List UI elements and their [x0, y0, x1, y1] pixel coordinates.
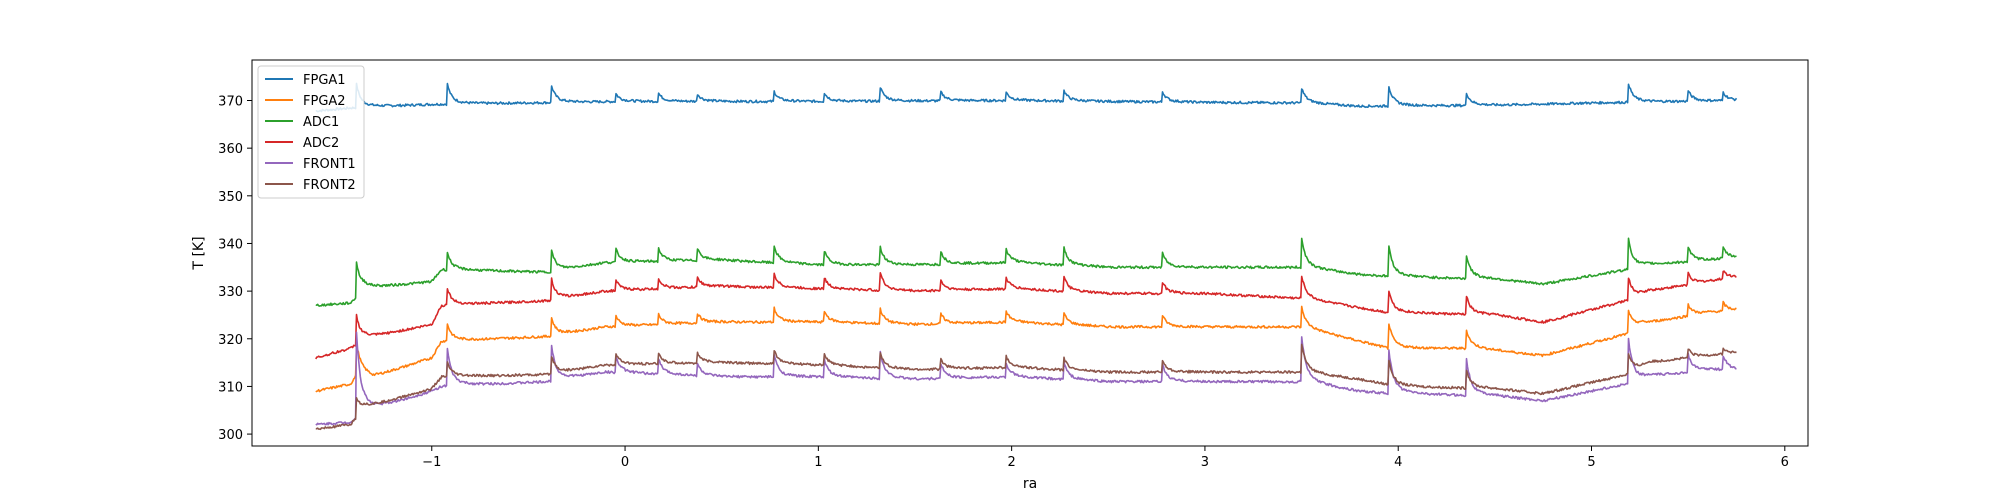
x-tick-label: 3: [1201, 455, 1209, 470]
x-tick-label: 1: [814, 455, 822, 470]
y-tick-label: 350: [218, 190, 243, 205]
x-tick-label: 2: [1007, 455, 1015, 470]
legend-label: FPGA1: [303, 73, 346, 88]
legend: FPGA1 FPGA2 ADC1 ADC2 FRONT1 FRONT2: [257, 65, 365, 199]
x-axis-label: ra: [1023, 476, 1037, 492]
y-tick-label: 340: [218, 237, 243, 252]
x-tick-label: 6: [1781, 455, 1789, 470]
x-axis: −1 0 1 2 3 4 5 6: [422, 446, 1789, 470]
y-tick-label: 320: [218, 333, 243, 348]
plot-frame: [251, 59, 1809, 447]
legend-label: FRONT1: [303, 157, 356, 172]
series-line-fpga2: [315, 300, 1737, 393]
series-line-adc2: [315, 270, 1737, 360]
series-line-front1: [315, 331, 1737, 426]
legend-label: ADC2: [303, 136, 339, 151]
series-line-adc1: [315, 237, 1737, 307]
series-line-fpga1: [315, 82, 1738, 113]
legend-label: ADC1: [303, 115, 339, 130]
y-tick-label: 300: [218, 428, 243, 443]
y-tick-label: 370: [218, 95, 243, 110]
series-layer: [315, 82, 1738, 431]
y-tick-label: 360: [218, 142, 243, 157]
x-tick-label: 0: [621, 455, 629, 470]
legend-label: FRONT2: [303, 178, 356, 193]
y-tick-label: 310: [218, 380, 243, 395]
y-tick-label: 330: [218, 285, 243, 300]
x-tick-label: 4: [1394, 455, 1402, 470]
legend-label: FPGA2: [303, 94, 346, 109]
x-tick-label: −1: [422, 455, 441, 470]
series-line-front2: [315, 343, 1737, 431]
x-tick-label: 5: [1587, 455, 1595, 470]
y-axis: 300 310 320 330 340 350 360 370: [218, 95, 252, 443]
y-axis-label: T [K]: [191, 236, 207, 270]
